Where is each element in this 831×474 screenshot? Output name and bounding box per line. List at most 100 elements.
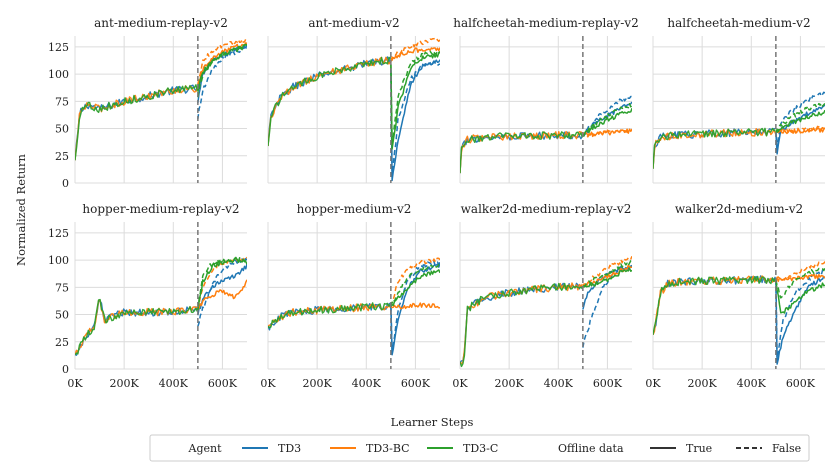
x-tick-label: 0K [260, 377, 276, 390]
series-group [460, 95, 632, 174]
series-td3-c-pre [653, 127, 776, 169]
y-tick-label: 50 [55, 309, 69, 322]
x-tick-label: 600K [401, 377, 431, 390]
series-td3-c-false [197, 43, 247, 98]
series-td3-c-pre [268, 56, 391, 147]
y-tick-label: 125 [48, 227, 69, 240]
plot-area [653, 222, 825, 369]
series-td3-c-pre [653, 275, 777, 335]
series-td3-c-pre [460, 131, 584, 174]
x-tick-label: 400K [737, 377, 767, 390]
x-tick-label: 200K [688, 377, 718, 390]
y-tick-label: 100 [48, 254, 69, 267]
legend-td3c-label: TD3-C [463, 442, 498, 455]
x-axis-label: Learner Steps [391, 415, 474, 429]
y-tick-label: 0 [62, 177, 69, 190]
y-tick-label: 100 [48, 68, 69, 81]
series-group [268, 37, 440, 182]
subplot-title: ant-medium-replay-v2 [94, 16, 228, 30]
series-td3-c-pre [75, 84, 199, 161]
series-group [75, 38, 247, 161]
series-td3-c-true [197, 43, 247, 92]
subplot-title: ant-medium-v2 [308, 16, 399, 30]
series-td3-true [197, 263, 247, 316]
legend-frame [149, 434, 810, 462]
y-axis-label: Normalized Return [14, 153, 28, 265]
series-td3-c-false [775, 102, 825, 134]
series-td3-c-true [775, 109, 825, 133]
x-tick-label: 400K [544, 377, 574, 390]
subplot-title: hopper-medium-v2 [297, 202, 412, 216]
legend-agent-title: Agent [188, 442, 223, 455]
series-td3-bc-false [582, 255, 632, 288]
series-td3-bc-false [582, 128, 632, 138]
subplot-5: hopper-medium-v2 0K 200K 400K 600K [260, 202, 440, 390]
subplot-title: hopper-medium-replay-v2 [82, 202, 239, 216]
subplot-grid: ant-medium-replay-v2 0 25 50 75 100 125 ant-med… [48, 16, 825, 390]
legend-true-label: True [686, 442, 712, 455]
plot-area [75, 36, 247, 183]
series-group [460, 255, 632, 368]
y-tick-label: 50 [55, 123, 69, 136]
x-tick-label: 400K [159, 377, 189, 390]
plot-area [653, 36, 825, 183]
series-td3-false [197, 45, 247, 120]
x-tick-label: 600K [208, 377, 238, 390]
plot-area [460, 222, 632, 369]
x-tick-label: 0K [67, 377, 83, 390]
x-tick-label: 200K [110, 377, 140, 390]
series-td3-c-true [390, 51, 440, 150]
series-td3-bc-true [390, 47, 440, 62]
x-tick-label: 600K [786, 377, 816, 390]
series-td3-false [775, 91, 825, 147]
plot-area [460, 36, 632, 183]
subplot-3: halfcheetah-medium-v2 [652, 16, 825, 184]
subplot-4: hopper-medium-replay-v2 0 25 50 75 100 125 0K 20… [48, 202, 247, 390]
y-tick-label: 75 [55, 95, 69, 108]
series-td3-c-true [775, 279, 825, 314]
series-td3-c-true [582, 267, 632, 288]
legend-offline-title: Offline data [558, 442, 624, 455]
x-tick-label: 0K [452, 377, 468, 390]
y-tick-label: 25 [55, 336, 69, 349]
series-td3-c-true [390, 269, 440, 307]
series-group [653, 91, 825, 169]
series-td3-bc-false [390, 37, 440, 62]
series-td3-c-pre [460, 282, 583, 368]
series-td3-c-true [582, 107, 632, 137]
series-group [268, 257, 440, 356]
plot-area [268, 36, 440, 183]
legend-false-label: False [772, 442, 801, 455]
series-td3-false [582, 264, 632, 348]
series-td3-c-false [197, 256, 247, 310]
series-td3-true [390, 263, 440, 356]
y-tick-label: 0 [62, 363, 69, 376]
plot-area [268, 222, 440, 369]
series-group [653, 261, 825, 365]
subplot-7: walker2d-medium-v2 0K 200K 400K 600K [645, 202, 825, 390]
series-td3-c-false [390, 263, 440, 307]
series-td3-c-false [775, 267, 825, 299]
x-tick-label: 200K [303, 377, 333, 390]
series-td3-bc-false [197, 38, 247, 85]
series-td3-bc-false [390, 257, 440, 307]
y-tick-label: 25 [55, 150, 69, 163]
x-tick-label: 0K [645, 377, 661, 390]
subplot-title: walker2d-medium-v2 [675, 202, 803, 216]
series-td3-c-pre [268, 302, 391, 329]
x-tick-label: 400K [352, 377, 382, 390]
subplot-title: walker2d-medium-replay-v2 [461, 202, 632, 216]
series-td3-false [775, 269, 825, 359]
series-td3-c-false [582, 260, 632, 288]
series-td3-bc-true [390, 302, 440, 310]
series-td3-true [775, 104, 825, 155]
series-group [75, 256, 247, 356]
series-td3-false [390, 61, 440, 178]
legend-td3-label: TD3 [278, 442, 301, 455]
subplot-6: walker2d-medium-replay-v2 0K 200K 400K 600K [452, 202, 632, 390]
plot-area [75, 222, 247, 369]
x-tick-label: 600K [593, 377, 623, 390]
series-td3-bc-true [197, 279, 247, 311]
series-td3-bc-pre [653, 275, 776, 335]
